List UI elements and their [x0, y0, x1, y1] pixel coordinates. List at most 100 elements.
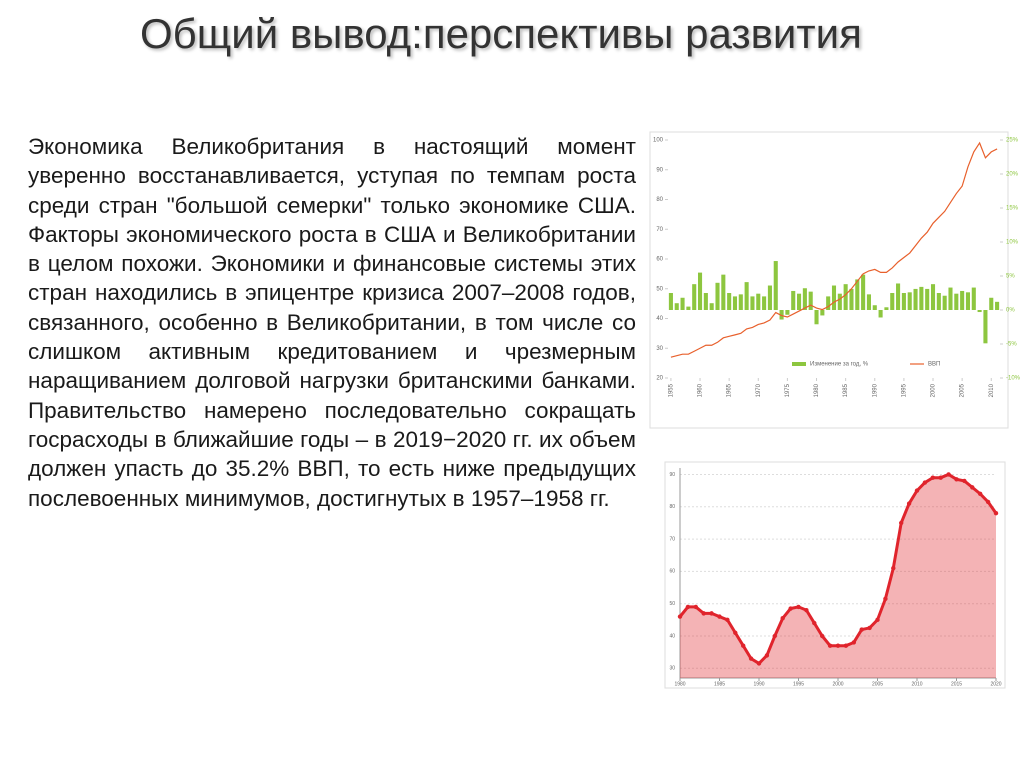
x-tick-label: 1995: [901, 383, 907, 397]
y2-tick-label: 10%: [1006, 240, 1019, 246]
y2-tick-label: -5%: [1006, 342, 1017, 348]
body-text: Экономика Великобритания в настоящий мом…: [28, 134, 636, 511]
bar: [971, 287, 976, 310]
point: [954, 477, 959, 482]
y2-tick-label: -10%: [1006, 376, 1021, 382]
point: [922, 480, 928, 485]
bar: [727, 293, 732, 310]
x-tick-label: 2000: [832, 681, 843, 687]
point: [717, 614, 722, 619]
slide-title: Общий вывод:перспективы развития: [140, 10, 862, 57]
bar: [843, 284, 848, 310]
point: [835, 643, 841, 648]
bar: [884, 307, 889, 310]
x-tick-label: 1990: [872, 383, 878, 397]
bar: [715, 282, 720, 310]
bar: [831, 285, 837, 310]
bar: [785, 310, 790, 315]
x-tick-label: 1985: [843, 383, 849, 397]
x-tick-label: 1965: [727, 383, 733, 397]
bar: [837, 293, 842, 310]
point: [748, 656, 754, 661]
bar: [930, 284, 936, 310]
x-tick-label: 1995: [793, 681, 804, 687]
chart-frame: [649, 131, 1009, 429]
point: [859, 627, 864, 632]
x-tick-label: 1980: [814, 383, 820, 397]
x-tick-label: 1955: [668, 383, 674, 397]
x-tick-label: 1970: [756, 383, 762, 397]
point: [867, 625, 872, 631]
point: [970, 485, 975, 490]
bar: [954, 293, 959, 310]
bar: [762, 296, 767, 310]
area: [680, 474, 996, 678]
point: [938, 475, 943, 480]
bar: [995, 301, 1000, 310]
bar: [692, 284, 697, 310]
point: [725, 617, 730, 623]
y-tick-label: 40: [656, 316, 663, 322]
x-tick-label: 1960: [698, 383, 704, 397]
y-tick-label: 50: [669, 601, 675, 607]
x-tick-label: 1980: [674, 681, 685, 687]
bar: [767, 285, 772, 310]
bar: [779, 310, 784, 320]
x-tick-label: 2005: [872, 681, 883, 687]
bar: [989, 297, 994, 310]
point: [709, 611, 714, 616]
bar: [721, 274, 726, 310]
x-tick-label: 2005: [960, 383, 966, 397]
y2-tick-label: 5%: [1006, 274, 1015, 280]
y2-tick-label: 0%: [1006, 308, 1015, 314]
bar: [919, 286, 924, 310]
bar: [668, 293, 673, 310]
bar: [738, 294, 743, 310]
x-tick-label: 1975: [785, 383, 791, 397]
y-tick-label: 70: [669, 536, 675, 542]
y-tick-label: 30: [656, 346, 663, 352]
y-tick-label: 60: [656, 257, 663, 263]
bar: [878, 310, 883, 318]
y2-tick-label: 25%: [1006, 138, 1019, 144]
legend-swatch: [792, 362, 806, 366]
point: [701, 611, 706, 616]
bar: [890, 293, 895, 310]
y-tick-label: 100: [653, 138, 664, 144]
y-tick-label: 30: [669, 666, 675, 672]
bar: [703, 293, 708, 310]
bar: [913, 288, 918, 310]
bar: [797, 293, 802, 310]
point: [788, 606, 793, 611]
legend-label: Изменение за год, %: [810, 362, 869, 368]
y-tick-label: 20: [656, 376, 663, 382]
bar: [960, 290, 965, 310]
point: [851, 640, 856, 645]
point: [891, 565, 896, 571]
bar: [814, 310, 819, 325]
bar: [773, 261, 778, 310]
chart-frame: [664, 461, 1006, 689]
bar: [709, 303, 714, 310]
x-tick-label: 1985: [714, 681, 725, 687]
bar: [849, 288, 854, 310]
point: [804, 607, 809, 613]
point: [883, 596, 888, 602]
point: [914, 488, 920, 493]
point: [733, 630, 738, 635]
bar: [965, 292, 971, 310]
y-tick-label: 80: [656, 197, 663, 203]
point: [899, 520, 904, 526]
bar: [697, 272, 703, 310]
bar: [925, 288, 930, 310]
bar: [942, 295, 947, 310]
bar: [977, 310, 982, 313]
bar: [744, 282, 749, 310]
bar: [808, 291, 813, 310]
point: [796, 604, 801, 610]
x-tick-label: 2020: [990, 681, 1001, 687]
bar: [936, 293, 941, 310]
bar: [686, 306, 691, 310]
bar: [802, 288, 807, 310]
